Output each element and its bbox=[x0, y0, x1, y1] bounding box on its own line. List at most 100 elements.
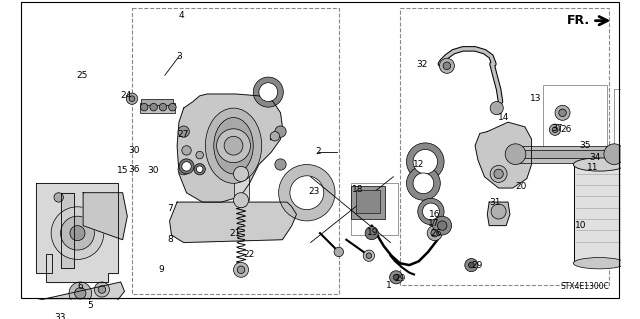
Circle shape bbox=[234, 167, 248, 182]
Text: 2: 2 bbox=[316, 147, 321, 156]
Text: 26: 26 bbox=[561, 125, 572, 134]
Circle shape bbox=[275, 159, 286, 170]
Polygon shape bbox=[83, 193, 127, 240]
Bar bbox=[574, 165, 625, 263]
Circle shape bbox=[364, 250, 374, 261]
Text: 32: 32 bbox=[416, 60, 428, 69]
Polygon shape bbox=[170, 202, 296, 242]
Text: 12: 12 bbox=[413, 160, 424, 169]
Circle shape bbox=[194, 164, 205, 175]
Text: 7: 7 bbox=[168, 204, 173, 213]
Circle shape bbox=[237, 266, 244, 274]
Bar bbox=[516, 146, 614, 163]
Ellipse shape bbox=[214, 117, 253, 174]
Text: 8: 8 bbox=[168, 235, 173, 244]
Circle shape bbox=[491, 204, 506, 219]
Text: 19: 19 bbox=[367, 228, 378, 237]
Circle shape bbox=[179, 159, 194, 174]
Circle shape bbox=[169, 103, 176, 111]
Circle shape bbox=[290, 176, 324, 210]
Circle shape bbox=[259, 83, 278, 101]
Polygon shape bbox=[177, 94, 282, 202]
Circle shape bbox=[70, 226, 85, 241]
Circle shape bbox=[216, 129, 250, 163]
Circle shape bbox=[406, 167, 440, 200]
Text: 36: 36 bbox=[128, 165, 140, 174]
Circle shape bbox=[490, 101, 503, 115]
Circle shape bbox=[505, 144, 526, 165]
Circle shape bbox=[365, 226, 378, 240]
Text: 23: 23 bbox=[308, 187, 320, 196]
Circle shape bbox=[54, 193, 63, 202]
Circle shape bbox=[559, 109, 566, 116]
Circle shape bbox=[140, 103, 148, 111]
Circle shape bbox=[366, 253, 372, 258]
Bar bbox=[356, 190, 380, 213]
Circle shape bbox=[433, 216, 452, 235]
Text: 10: 10 bbox=[575, 221, 586, 230]
Bar bbox=[234, 174, 248, 200]
Text: 33: 33 bbox=[54, 313, 65, 319]
Circle shape bbox=[94, 282, 109, 297]
Bar bbox=[351, 183, 398, 235]
Text: 16: 16 bbox=[429, 210, 440, 219]
Ellipse shape bbox=[573, 158, 625, 171]
Bar bbox=[140, 103, 175, 113]
Circle shape bbox=[438, 221, 447, 230]
Circle shape bbox=[413, 150, 438, 174]
Circle shape bbox=[69, 282, 92, 305]
Circle shape bbox=[427, 226, 442, 241]
Circle shape bbox=[431, 229, 438, 237]
Text: 18: 18 bbox=[352, 185, 364, 194]
Text: 30: 30 bbox=[128, 146, 140, 155]
Circle shape bbox=[234, 193, 248, 208]
Circle shape bbox=[390, 271, 403, 284]
Text: 37: 37 bbox=[551, 124, 563, 133]
Circle shape bbox=[224, 136, 243, 155]
Text: 22: 22 bbox=[243, 250, 254, 259]
Text: 17: 17 bbox=[428, 219, 440, 228]
Text: 24: 24 bbox=[121, 91, 132, 100]
Bar bbox=[400, 8, 609, 285]
Circle shape bbox=[126, 93, 138, 104]
Circle shape bbox=[178, 164, 189, 175]
Circle shape bbox=[270, 132, 280, 141]
Bar bbox=[132, 8, 339, 294]
Text: 4: 4 bbox=[178, 11, 184, 19]
Circle shape bbox=[75, 288, 86, 299]
Circle shape bbox=[98, 286, 106, 293]
Circle shape bbox=[413, 173, 434, 194]
Ellipse shape bbox=[573, 257, 625, 269]
Text: 1: 1 bbox=[386, 281, 392, 290]
Text: STX4E1300C: STX4E1300C bbox=[561, 282, 609, 292]
Text: 34: 34 bbox=[589, 153, 600, 162]
Text: 30: 30 bbox=[147, 166, 159, 174]
Bar bbox=[614, 89, 640, 160]
Circle shape bbox=[61, 216, 94, 250]
Polygon shape bbox=[61, 193, 74, 268]
Circle shape bbox=[275, 126, 286, 137]
Circle shape bbox=[494, 169, 503, 179]
Text: 29: 29 bbox=[471, 261, 483, 270]
Circle shape bbox=[549, 124, 561, 135]
Polygon shape bbox=[36, 183, 118, 282]
Circle shape bbox=[406, 143, 444, 181]
Bar bbox=[543, 85, 607, 152]
Bar bbox=[141, 99, 173, 105]
Circle shape bbox=[253, 77, 284, 107]
Circle shape bbox=[552, 127, 558, 132]
Circle shape bbox=[443, 62, 451, 70]
Text: 29: 29 bbox=[394, 274, 406, 283]
Text: 9: 9 bbox=[158, 265, 164, 274]
Circle shape bbox=[394, 274, 399, 280]
Circle shape bbox=[490, 166, 507, 182]
Text: 5: 5 bbox=[88, 301, 93, 310]
Text: 15: 15 bbox=[117, 166, 129, 174]
Bar bbox=[516, 150, 614, 158]
Text: 3: 3 bbox=[176, 52, 182, 61]
Circle shape bbox=[178, 126, 189, 137]
Text: 13: 13 bbox=[529, 94, 541, 103]
Circle shape bbox=[159, 103, 167, 111]
Text: 27: 27 bbox=[177, 130, 188, 139]
Polygon shape bbox=[475, 122, 531, 188]
